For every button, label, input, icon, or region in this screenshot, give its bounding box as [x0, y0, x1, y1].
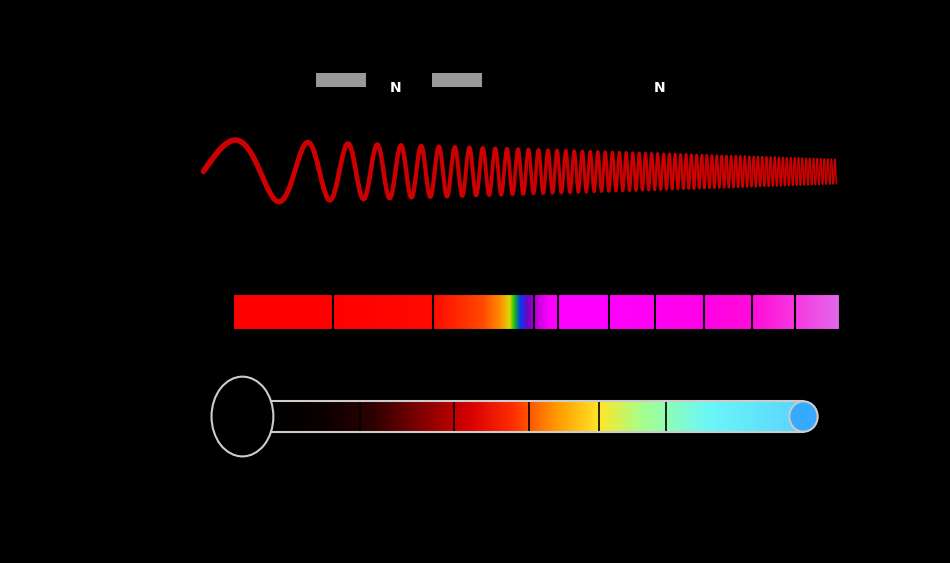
Text: N: N — [390, 81, 402, 95]
Bar — [316, 73, 366, 87]
Bar — [431, 73, 482, 87]
Text: N: N — [655, 81, 666, 95]
Ellipse shape — [212, 377, 274, 457]
Ellipse shape — [789, 401, 818, 432]
Bar — [233, 294, 840, 330]
